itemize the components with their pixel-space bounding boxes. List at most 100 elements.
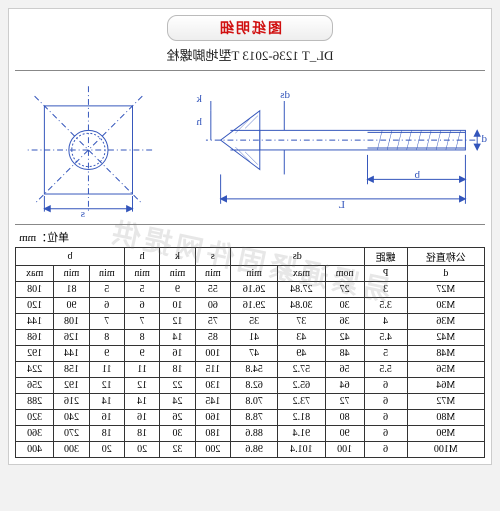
col-header: k [160, 248, 195, 266]
table-cell: M64 [407, 378, 484, 394]
table-cell: 108 [54, 314, 89, 330]
table-cell: 4 [364, 314, 407, 330]
table-cell: 37 [278, 314, 325, 330]
table-cell: 73.2 [278, 394, 325, 410]
table-cell: M42 [407, 330, 484, 346]
table-cell: 6 [124, 298, 159, 314]
col-header: ds [230, 248, 364, 266]
table-cell: 288 [16, 394, 54, 410]
table-cell: 320 [16, 410, 54, 426]
table-cell: 216 [54, 394, 89, 410]
table-cell: 270 [54, 426, 89, 442]
table-cell: 90 [325, 426, 364, 442]
col-header: b [16, 248, 125, 266]
table-row: M7267273.270.8145241414216288 [16, 394, 485, 410]
table-row: M424.5424341851488126168 [16, 330, 485, 346]
table-cell: 300 [54, 442, 89, 458]
table-cell: 6 [89, 298, 124, 314]
sub-header: min [89, 266, 124, 282]
table-cell: 30 [160, 426, 195, 442]
table-row: M565.55657.254.8115181111158224 [16, 362, 485, 378]
header-area: 图纸明细 DL_T 1236-2013 T型地脚螺栓 [9, 9, 491, 68]
table-cell: 35 [230, 314, 277, 330]
table-cell: 81.2 [278, 410, 325, 426]
table-cell: 8 [89, 330, 124, 346]
table-cell: M36 [407, 314, 484, 330]
table-cell: 126 [54, 330, 89, 346]
table-cell: 4.5 [364, 330, 407, 346]
table-cell: 27 [325, 282, 364, 298]
sub-header: nom [325, 266, 364, 282]
table-cell: 256 [16, 378, 54, 394]
table-cell: 18 [124, 426, 159, 442]
table-cell: 90 [54, 298, 89, 314]
table-cell: 9 [160, 282, 195, 298]
table-cell: 160 [195, 410, 230, 426]
table-cell: M100 [407, 442, 484, 458]
table-cell: 16 [124, 410, 159, 426]
table-cell: 9 [89, 346, 124, 362]
table-row: M4854849471001699144192 [16, 346, 485, 362]
sub-header: min [230, 266, 277, 282]
table-cell: 12 [124, 378, 159, 394]
table-cell: 22 [160, 378, 195, 394]
table-cell: M48 [407, 346, 484, 362]
table-cell: 100 [195, 346, 230, 362]
sub-header: min [124, 266, 159, 282]
table-cell: 11 [124, 362, 159, 378]
table-cell: 6 [364, 378, 407, 394]
table-cell: 400 [16, 442, 54, 458]
table-cell: 80 [325, 410, 364, 426]
table-cell: 64 [325, 378, 364, 394]
table-cell: 16 [89, 410, 124, 426]
table-cell: 48 [325, 346, 364, 362]
dim-k: k [197, 93, 203, 105]
table-cell: 115 [195, 362, 230, 378]
table-cell: 7 [124, 314, 159, 330]
table-cell: M72 [407, 394, 484, 410]
table-cell: 14 [160, 330, 195, 346]
table-cell: 158 [54, 362, 89, 378]
table-cell: 6 [364, 442, 407, 458]
table-cell: 72 [325, 394, 364, 410]
table-cell: 120 [16, 298, 54, 314]
table-cell: 224 [16, 362, 54, 378]
table-cell: 6 [364, 410, 407, 426]
col-header: s [195, 248, 230, 266]
table-cell: 6 [364, 426, 407, 442]
table-cell: 60 [195, 298, 230, 314]
document-type-badge: 图纸明细 [167, 15, 333, 41]
table-cell: 43 [278, 330, 325, 346]
table-cell: 108 [16, 282, 54, 298]
table-cell: 27.84 [278, 282, 325, 298]
table-cell: M90 [407, 426, 484, 442]
table-cell: 18 [160, 362, 195, 378]
dim-L: L [338, 199, 345, 211]
dim-ds: ds [280, 89, 290, 101]
table-row: M1006100101.498.6200322020300400 [16, 442, 485, 458]
table-cell: 200 [195, 442, 230, 458]
table-cell: 20 [124, 442, 159, 458]
table-cell: 5 [124, 282, 159, 298]
table-cell: 81 [54, 282, 89, 298]
table-cell: 6 [364, 394, 407, 410]
table-cell: 5 [89, 282, 124, 298]
table-cell: 29.16 [230, 298, 277, 314]
table-cell: 144 [54, 346, 89, 362]
table-cell: 7 [89, 314, 124, 330]
table-cell: 42 [325, 330, 364, 346]
table-cell: 101.4 [278, 442, 325, 458]
sub-header: min [195, 266, 230, 282]
table-cell: 65.2 [278, 378, 325, 394]
table-cell: 26 [160, 410, 195, 426]
table-cell: 20 [89, 442, 124, 458]
table-cell: 54.8 [230, 362, 277, 378]
table-cell: 62.8 [230, 378, 277, 394]
unit-label: 单位：mm [9, 229, 491, 247]
col-header: 公称直径 [407, 248, 484, 266]
dim-s: s [81, 208, 85, 220]
table-cell: 145 [195, 394, 230, 410]
table-cell: 180 [195, 426, 230, 442]
table-cell: 30.84 [278, 298, 325, 314]
table-cell: 168 [16, 330, 54, 346]
